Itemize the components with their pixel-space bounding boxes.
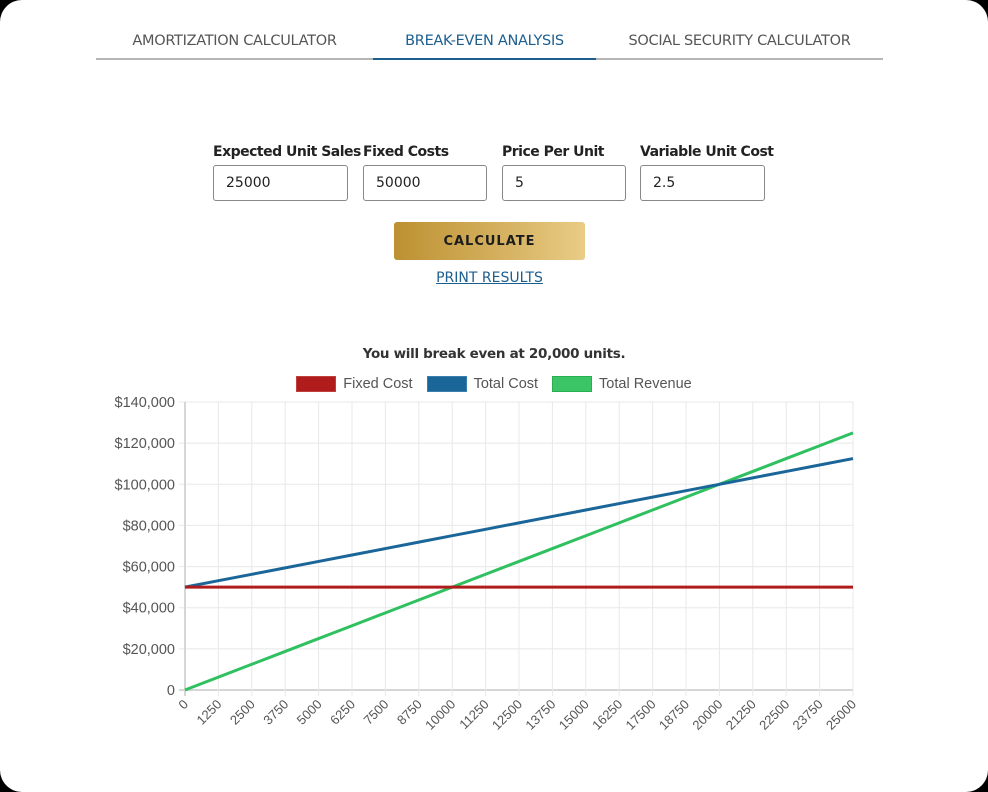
x-tick-label: 2500 <box>227 697 258 728</box>
y-tick-label: $60,000 <box>123 560 175 576</box>
expected-unit-sales-label: Expected Unit Sales <box>213 144 361 160</box>
x-tick-label: 25000 <box>823 697 859 733</box>
price-per-unit-group: Price Per Unit <box>502 143 626 201</box>
y-tick-label: 0 <box>167 683 175 699</box>
calculator-tabs: AMORTIZATION CALCULATOR BREAK-EVEN ANALY… <box>96 24 883 60</box>
legend-total-revenue[interactable]: Total Revenue <box>552 376 692 392</box>
x-tick-label: 20000 <box>689 697 725 733</box>
x-tick-label: 12500 <box>489 697 525 733</box>
chart-lines <box>184 431 854 692</box>
y-tick-label: $20,000 <box>123 642 175 658</box>
x-tick-label: 21250 <box>723 697 759 733</box>
x-tick-label: 3750 <box>260 697 291 728</box>
tab-social-security-calculator[interactable]: SOCIAL SECURITY CALCULATOR <box>628 33 851 49</box>
chart-legend: Fixed Cost Total Cost Total Revenue <box>0 376 988 392</box>
calculate-button[interactable]: CALCULATE <box>394 222 585 260</box>
legend-fixed-cost[interactable]: Fixed Cost <box>296 376 413 392</box>
variable-unit-cost-group: Variable Unit Cost <box>640 143 774 201</box>
tab-amortization-calculator[interactable]: AMORTIZATION CALCULATOR <box>132 33 337 49</box>
x-tick-label: 10000 <box>422 697 458 733</box>
y-tick-label: $80,000 <box>123 518 175 534</box>
price-per-unit-label: Price Per Unit <box>502 144 605 160</box>
legend-fixed-cost-label: Fixed Cost <box>343 376 413 392</box>
x-tick-label: 18750 <box>656 697 692 733</box>
tab-break-even-analysis[interactable]: BREAK-EVEN ANALYSIS <box>373 24 596 60</box>
total-revenue-swatch <box>552 376 593 392</box>
variable-unit-cost-label: Variable Unit Cost <box>640 144 774 160</box>
x-tick-label: 22500 <box>756 697 792 733</box>
total-cost-line <box>184 457 854 589</box>
x-tick-label: 16250 <box>589 697 625 733</box>
x-tick-label: 23750 <box>790 697 826 733</box>
fixed-costs-group: Fixed Costs <box>363 143 487 201</box>
chart-grid <box>179 401 854 696</box>
x-tick-label: 6250 <box>327 697 358 728</box>
expected-unit-sales-group: Expected Unit Sales <box>213 143 361 201</box>
x-tick-label: 0 <box>175 697 191 713</box>
fixed-costs-label: Fixed Costs <box>363 144 449 160</box>
print-results-link[interactable]: PRINT RESULTS <box>436 270 543 286</box>
x-tick-label: 13750 <box>522 697 558 733</box>
legend-total-revenue-label: Total Revenue <box>599 376 692 392</box>
total-cost-swatch <box>426 376 467 392</box>
fixed-costs-input[interactable] <box>363 165 487 201</box>
total-revenue-line <box>184 431 854 692</box>
x-axis-ticks: 0 1250 2500 3750 5000 6250 7500 875010000112501… <box>175 697 859 733</box>
x-tick-label: 8750 <box>394 697 425 728</box>
price-per-unit-input[interactable] <box>502 165 626 201</box>
legend-total-cost[interactable]: Total Cost <box>426 376 539 392</box>
x-tick-label: 15000 <box>556 697 592 733</box>
fixed-cost-swatch <box>296 376 337 392</box>
x-tick-label: 1250 <box>193 697 224 728</box>
y-tick-label: $100,000 <box>115 477 175 493</box>
x-tick-label: 5000 <box>294 697 325 728</box>
y-axis-ticks: 0 $20,000 $40,000 $60,000 $80,000 $100,000 $12… <box>115 395 175 699</box>
legend-total-cost-label: Total Cost <box>473 376 539 392</box>
y-tick-label: $40,000 <box>123 601 175 617</box>
variable-unit-cost-input[interactable] <box>640 165 765 201</box>
x-tick-label: 11250 <box>456 697 491 732</box>
y-tick-label: $140,000 <box>115 395 175 411</box>
x-tick-label: 17500 <box>623 697 659 733</box>
expected-unit-sales-input[interactable] <box>213 165 348 201</box>
x-tick-label: 7500 <box>360 697 391 728</box>
y-tick-label: $120,000 <box>115 436 175 452</box>
break-even-result: You will break even at 20,000 units. <box>362 346 626 362</box>
